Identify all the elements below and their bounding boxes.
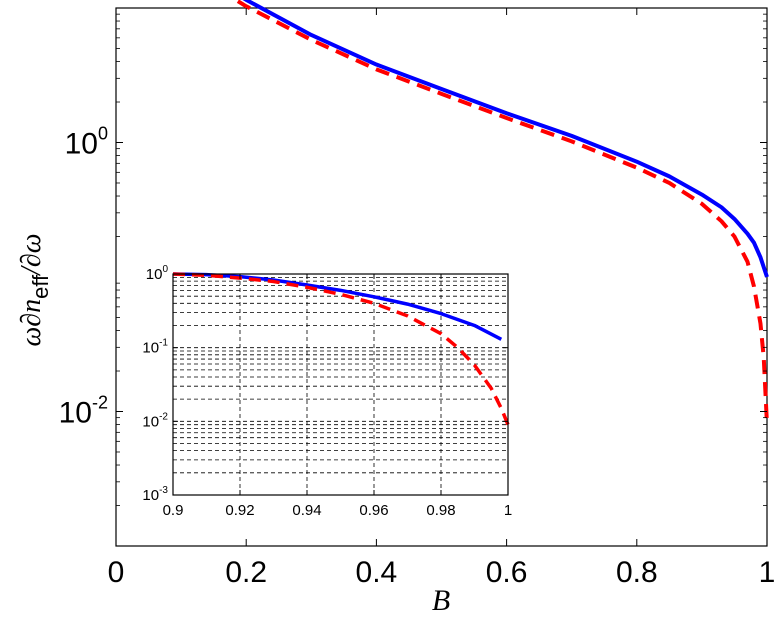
inset-x-tick-label: 0.94 xyxy=(292,502,321,519)
main-x-tick-label: 0.6 xyxy=(486,556,528,589)
inset-series-group xyxy=(172,272,510,426)
inset-y-tick-label: 10-2 xyxy=(142,411,168,430)
main-x-tick-label: 0.4 xyxy=(356,556,398,589)
main-series-dashed-red xyxy=(232,0,769,425)
main-series-group xyxy=(232,0,769,425)
inset-background xyxy=(173,274,508,495)
inset-y-tick-label: 100 xyxy=(146,264,169,283)
inset-x-tick-label: 0.9 xyxy=(163,502,184,519)
x-axis-label: B xyxy=(432,584,450,617)
inset-series-solid-blue xyxy=(172,272,503,341)
inset-y-tick-label: 10-1 xyxy=(142,338,168,357)
inset-plot-frame xyxy=(172,273,509,496)
y-axis-label: ω∂neff/∂ω xyxy=(16,233,53,346)
inset-x-tick-label: 1 xyxy=(504,502,512,519)
main-y-tick-label: 10-2 xyxy=(59,393,108,430)
main-series-solid-blue xyxy=(242,0,769,278)
inset-series-dashed-red xyxy=(172,272,510,426)
inset-grid-group xyxy=(173,274,508,495)
y-axis-label-pre: ω∂ xyxy=(16,313,47,347)
inset-x-tick-label: 0.98 xyxy=(426,502,455,519)
main-y-tick-label: 100 xyxy=(65,124,108,161)
main-x-tick-label: 1 xyxy=(759,556,776,589)
main-x-tick-label: 0 xyxy=(108,556,125,589)
inset-x-tick-label: 0.96 xyxy=(359,502,388,519)
main-x-tick-label: 0.8 xyxy=(616,556,658,589)
inset-x-tick-label: 0.92 xyxy=(225,502,254,519)
inset-ticks-group: 0.9 0.92 0.94 0.96 0.98 1 10-3 10-2 10-1 100 xyxy=(142,264,512,519)
y-axis-label-post: /∂ω xyxy=(16,233,47,276)
inset-y-tick-label: 10-3 xyxy=(142,485,168,504)
y-axis-label-n: n xyxy=(16,299,47,313)
main-x-tick-label: 0.2 xyxy=(225,556,267,589)
y-axis-label-sub: eff xyxy=(28,274,53,299)
